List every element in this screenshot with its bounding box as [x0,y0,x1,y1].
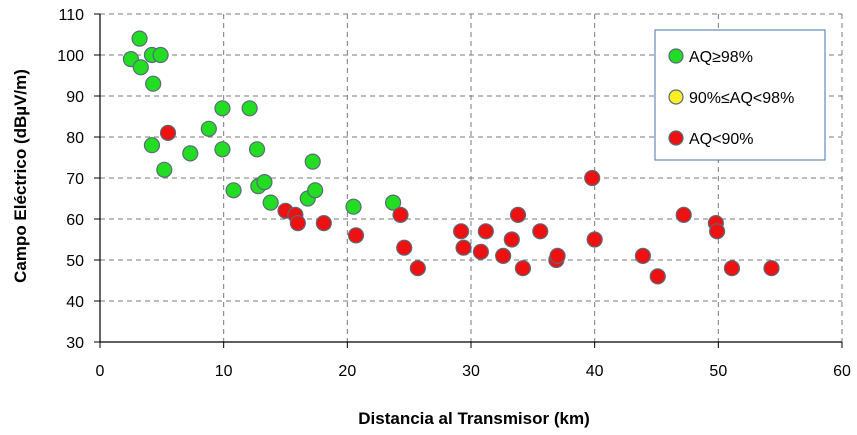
series-0-point [143,137,161,154]
series-0-point [225,182,242,199]
y-tick-label: 110 [58,7,84,24]
series-2-point [409,260,426,277]
series-0-point [384,194,402,211]
series-2-point [723,260,741,277]
series-2-point [396,239,413,256]
series-0-point [152,46,169,64]
series-0-point [307,182,324,199]
series-2-point [649,268,666,285]
x-tick-label: 60 [833,363,851,380]
y-tick-label: 30 [66,335,84,352]
series-0-point [345,198,362,215]
legend-marker [668,89,684,105]
y-axis-title: Campo Eléctrico (dBµV/m) [11,69,30,283]
series-2-point [675,206,692,223]
series-2-point [472,243,489,260]
series-2-point [532,223,549,240]
series-2-point [495,247,512,264]
series-0-point [131,30,148,47]
series-2-point [708,223,726,240]
series-0-point [262,194,279,211]
series-0-point [214,141,231,158]
grid-lines [100,13,843,342]
series-2-point [634,247,651,264]
series-0-point [200,120,217,137]
series-0-point [156,161,173,178]
series-2-point [477,223,494,240]
x-tick-label: 0 [96,363,105,380]
legend-label: 90%≤AQ<98% [689,90,794,107]
series-2-point [315,215,332,232]
data-points [122,30,780,285]
series-2-point [392,206,409,223]
series-2-point [503,231,520,248]
series-0-point [304,153,321,170]
series-2-point [584,169,601,187]
series-2-point [514,260,532,277]
series-2-point [586,231,603,248]
x-tick-label: 10 [215,363,233,380]
x-tick-label: 50 [709,363,727,380]
y-tick-label: 50 [66,253,84,270]
series-2-point [509,206,527,223]
series-2-point [289,215,306,232]
series-2-point [347,227,365,244]
y-tick-label: 100 [57,48,84,65]
series-2-point [455,239,472,256]
y-tick-label: 60 [66,212,84,229]
series-0-point [182,145,199,162]
series-2-point [159,124,177,141]
legend-marker [668,130,684,146]
y-tick-label: 90 [66,89,84,106]
x-tick-label: 20 [338,363,356,380]
y-tick-label: 70 [66,171,84,188]
series-0-point [256,174,273,191]
series-2-point [453,223,470,240]
series-2-point [549,247,566,264]
series-0-point [248,141,266,158]
x-axis-title: Distancia al Transmisor (km) [358,409,589,428]
x-tick-label: 40 [586,363,604,380]
x-tick-labels: 0 10 20 30 40 50 60 [96,363,851,380]
legend: AQ≥98% 90%≤AQ<98% AQ<90% [654,29,826,161]
y-tick-label: 40 [66,294,84,311]
axes [94,13,843,348]
series-0-point [241,100,258,117]
legend-label: AQ≥98% [689,49,753,66]
y-tick-label: 80 [66,130,84,147]
series-2-point [763,260,780,277]
legend-label: AQ<90% [689,131,753,148]
series-0-point [214,100,231,117]
y-tick-labels: 30 40 50 60 70 80 90 100 110 [57,7,84,352]
x-tick-label: 30 [462,363,480,380]
legend-marker [668,48,684,64]
series-0-point [145,75,162,92]
series-0-point [132,59,149,76]
